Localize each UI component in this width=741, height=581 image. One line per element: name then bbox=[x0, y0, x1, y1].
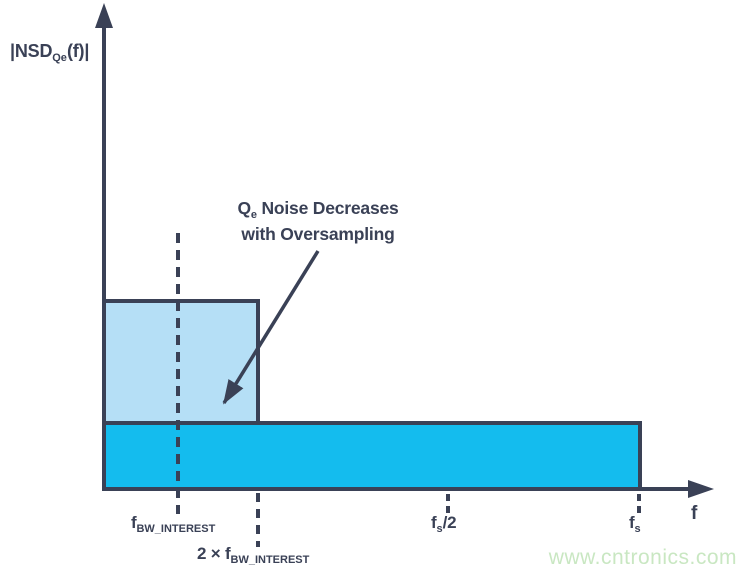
dashed-tick-fs bbox=[637, 494, 641, 516]
watermark: www.cntronics.com bbox=[548, 546, 737, 569]
y-axis-line bbox=[102, 18, 106, 491]
tick-label-fs-half: fs/2 bbox=[431, 513, 457, 535]
annotation-text: Qe Noise Decreases with Oversampling bbox=[237, 198, 399, 244]
y-axis-arrowhead-icon bbox=[95, 3, 113, 28]
x-axis-label: f bbox=[691, 503, 698, 524]
dashed-line-f-bw-interest bbox=[176, 233, 180, 514]
oversampled-nsd-region bbox=[102, 421, 642, 491]
narrowband-nsd-region bbox=[102, 299, 260, 425]
y-axis-label: |NSDQe(f)| bbox=[10, 41, 90, 64]
dashed-tick-2x-f-bw-interest bbox=[256, 493, 260, 547]
tick-label-f-bw-interest: fBW_INTEREST bbox=[131, 513, 216, 535]
tick-label-fs: fs bbox=[629, 513, 641, 535]
x-axis-line bbox=[102, 487, 694, 491]
tick-label-2x-f-bw-interest: 2 × fBW_INTEREST bbox=[197, 544, 310, 566]
x-axis-arrowhead-icon bbox=[688, 480, 714, 498]
dashed-tick-fs-half bbox=[446, 494, 450, 516]
